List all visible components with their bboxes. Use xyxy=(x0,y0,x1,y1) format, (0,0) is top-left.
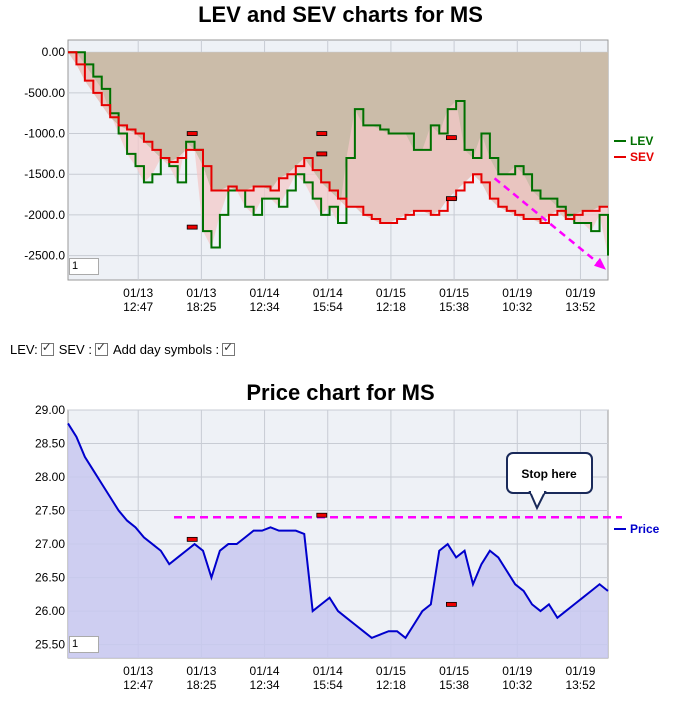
price-x-tick-time: 18:25 xyxy=(186,678,216,692)
levsev-x-tick-date: 01/15 xyxy=(376,286,406,300)
price-y-tick-label: 29.00 xyxy=(35,403,65,417)
price-y-tick-label: 27.00 xyxy=(35,537,65,551)
levsev-x-tick-time: 12:47 xyxy=(123,300,153,314)
levsev-y-tick-label: -2500.0 xyxy=(24,249,65,263)
price-x-tick-date: 01/19 xyxy=(502,664,532,678)
lev-checkbox[interactable] xyxy=(40,340,54,356)
levsev-x-tick-date: 01/13 xyxy=(186,286,216,300)
lev-series-line xyxy=(68,51,609,256)
levsev-x-tick-time: 13:52 xyxy=(565,300,595,314)
price-x-tick-date: 01/15 xyxy=(376,664,406,678)
day-symbol-marker xyxy=(445,196,457,202)
levsev-y-tick-label: -2000.0 xyxy=(24,208,65,222)
price-y-tick-label: 28.00 xyxy=(35,470,65,484)
levsev-x-tick-date: 01/19 xyxy=(502,286,532,300)
levsev-x-tick-time: 15:54 xyxy=(313,300,343,314)
price-chart-title: Price chart for MS xyxy=(246,380,435,405)
levsev-x-tick-date: 01/13 xyxy=(123,286,153,300)
day-symbol-marker xyxy=(445,601,457,607)
price-y-tick-label: 26.50 xyxy=(35,571,65,585)
price-x-tick-time: 13:52 xyxy=(565,678,595,692)
sev-toggle-label: SEV : xyxy=(58,342,92,357)
price-x-tick-time: 12:47 xyxy=(123,678,153,692)
levsev-x-tick-time: 18:25 xyxy=(186,300,216,314)
day-symbol-marker xyxy=(316,131,328,136)
levsev-y-tick-label: -1000.0 xyxy=(24,127,65,141)
chart-controls: LEV: SEV : Add day symbols : xyxy=(10,340,237,357)
day-symbol-marker xyxy=(186,536,198,542)
price-y-tick-label: 25.50 xyxy=(35,638,65,652)
price-x-tick-date: 01/14 xyxy=(250,664,280,678)
callout-text: Stop here xyxy=(521,467,577,481)
day-symbol-marker xyxy=(316,512,328,518)
day-symbol-marker xyxy=(186,131,198,136)
levsev-x-tick-date: 01/15 xyxy=(439,286,469,300)
lev-legend-label: LEV xyxy=(630,134,653,148)
lev-toggle-label: LEV: xyxy=(10,342,38,357)
lev-sev-chart-title: LEV and SEV charts for MS xyxy=(198,2,483,27)
price-y-tick-label: 27.50 xyxy=(35,504,65,518)
price-x-tick-time: 15:38 xyxy=(439,678,469,692)
levsev-y-tick-label: -1500.0 xyxy=(24,167,65,181)
levsev-x-tick-date: 01/14 xyxy=(250,286,280,300)
price-y-tick-label: 26.00 xyxy=(35,604,65,618)
sev-series-line xyxy=(68,51,608,225)
sev-legend-label: SEV xyxy=(630,150,654,164)
price-x-tick-date: 01/13 xyxy=(186,664,216,678)
price-legend-label: Price xyxy=(630,522,660,536)
price-area-fill xyxy=(68,423,608,658)
price-x-tick-date: 01/14 xyxy=(313,664,343,678)
sev-zero-area xyxy=(68,52,608,224)
price-x-tick-time: 12:18 xyxy=(376,678,406,692)
bottom-zoom-input[interactable]: 1 xyxy=(69,636,99,653)
price-series-line xyxy=(67,422,609,640)
levsev-x-tick-date: 01/14 xyxy=(313,286,343,300)
levsev-x-tick-time: 12:18 xyxy=(376,300,406,314)
callout-bubble xyxy=(506,452,593,494)
price-x-tick-time: 12:34 xyxy=(250,678,280,692)
day-symbols-checkbox[interactable] xyxy=(222,340,236,356)
price-x-tick-time: 10:32 xyxy=(502,678,532,692)
levsev-y-tick-label: 0.00 xyxy=(42,45,66,59)
trend-arrow-head xyxy=(594,257,606,270)
price-x-tick-date: 01/19 xyxy=(565,664,595,678)
price-y-tick-label: 28.50 xyxy=(35,437,65,451)
top-zoom-input[interactable]: 1 xyxy=(69,258,99,275)
sev-checkbox[interactable] xyxy=(94,340,108,356)
levsev-x-tick-date: 01/19 xyxy=(565,286,595,300)
price-x-tick-date: 01/15 xyxy=(439,664,469,678)
price-x-tick-date: 01/13 xyxy=(123,664,153,678)
day-symbol-marker xyxy=(445,135,457,141)
day-symbols-label: Add day symbols : xyxy=(112,342,220,357)
price-x-tick-time: 15:54 xyxy=(313,678,343,692)
levsev-x-tick-time: 15:38 xyxy=(439,300,469,314)
levsev-x-tick-time: 10:32 xyxy=(502,300,532,314)
day-symbol-marker xyxy=(316,151,328,157)
levsev-x-tick-time: 12:34 xyxy=(250,300,280,314)
levsev-y-tick-label: -500.00 xyxy=(24,86,65,100)
day-symbol-marker xyxy=(186,224,198,230)
